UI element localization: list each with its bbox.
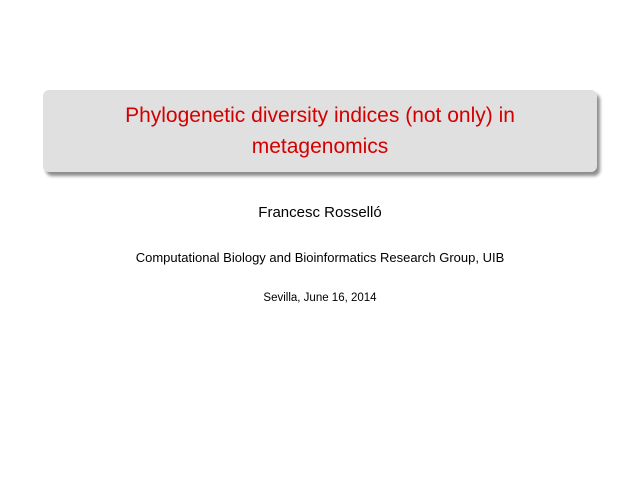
slide-title: Phylogenetic diversity indices (not only…	[125, 104, 515, 158]
institute: Computational Biology and Bioinformatics…	[135, 250, 505, 265]
author: Francesc Rosselló	[258, 204, 382, 221]
date: Sevilla, June 16, 2014	[263, 292, 377, 304]
title-box: Phylogenetic diversity indices (not only…	[43, 90, 597, 172]
